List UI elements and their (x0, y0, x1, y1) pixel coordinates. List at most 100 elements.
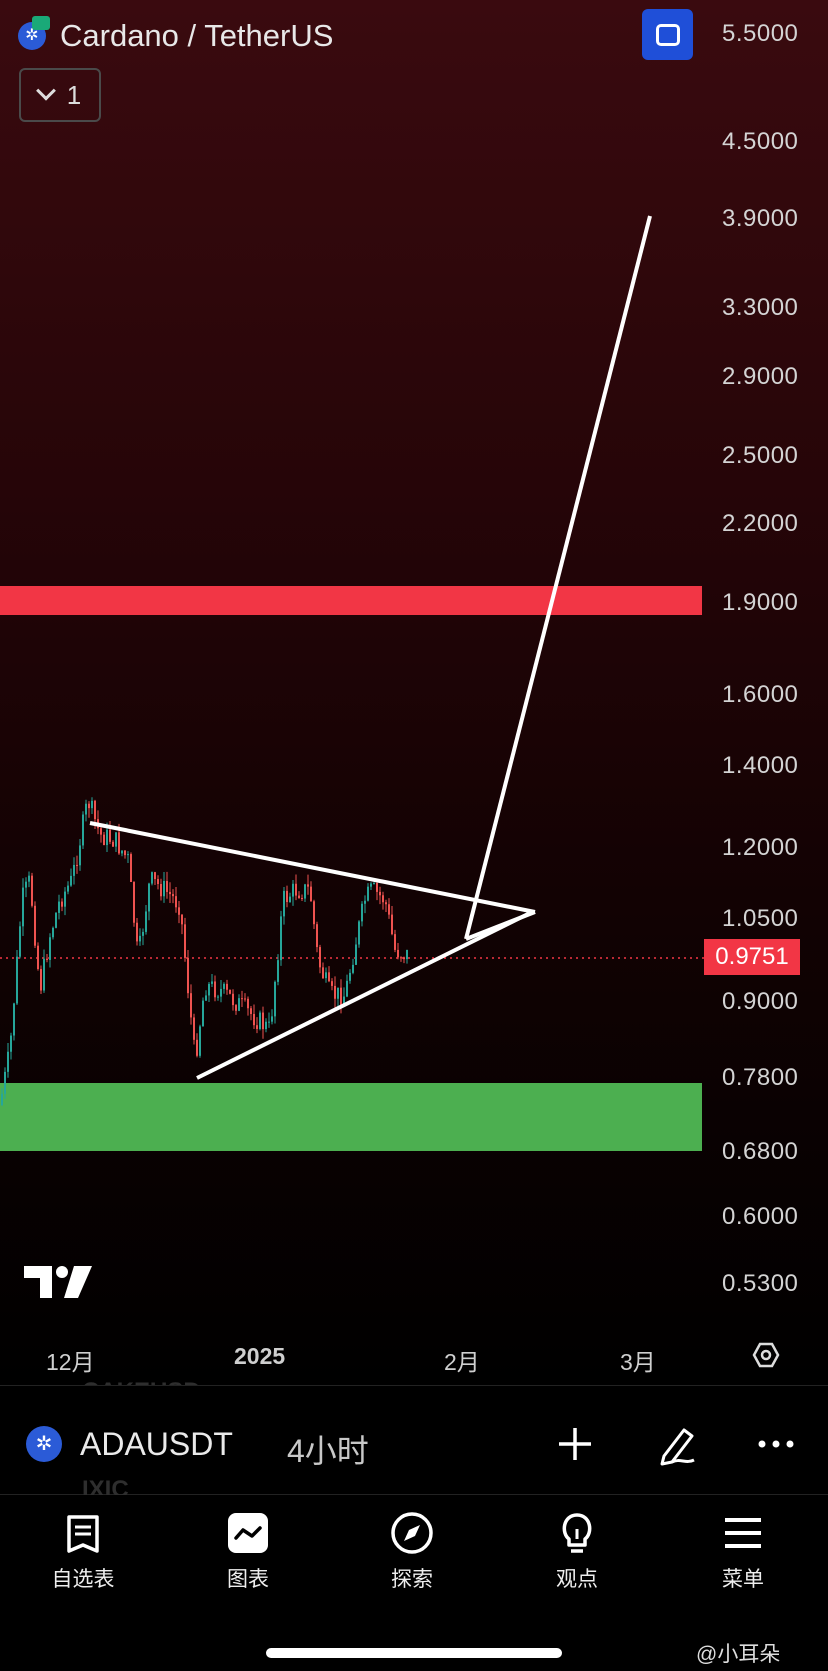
projection-line-1[interactable] (465, 910, 536, 941)
candle-body (28, 875, 30, 882)
nav-label: 图表 (227, 1568, 269, 1591)
home-indicator[interactable] (266, 1648, 562, 1658)
resistance-zone[interactable] (0, 586, 702, 615)
candle-body (199, 1026, 201, 1056)
time-label: 2025 (234, 1343, 286, 1369)
candle-body (7, 1051, 9, 1072)
candle-body (118, 832, 120, 854)
candle-body (394, 934, 396, 950)
candle-body (19, 926, 21, 957)
candle-body (94, 800, 96, 820)
candle-body (130, 854, 132, 883)
candle-body (403, 957, 405, 960)
price-label: 0.9000 (722, 988, 799, 1015)
candle-body (151, 872, 153, 884)
candle-body (43, 958, 45, 991)
chevron-down-icon (35, 80, 56, 101)
candle-body (331, 981, 333, 986)
candle-body (241, 998, 243, 1000)
candle-body (298, 895, 300, 899)
time-axis[interactable]: 12月 2025 2月 3月 (0, 1335, 828, 1385)
candle-body (247, 998, 249, 1009)
symbol-bar: ✲ ADAUSDT 4小时 (0, 1385, 828, 1495)
time-label: 2月 (444, 1349, 480, 1375)
candle-body (145, 911, 147, 932)
candle-body (157, 879, 159, 885)
candle-body (1, 1093, 3, 1105)
plus-icon[interactable] (553, 1422, 597, 1466)
candle-body (37, 945, 39, 970)
more-icon[interactable] (754, 1422, 798, 1466)
projection-line-2[interactable] (464, 215, 652, 940)
symbol-name[interactable]: ADAUSDT (80, 1426, 233, 1462)
candle-body (277, 960, 279, 982)
candle-body (244, 998, 246, 1000)
price-label: 1.9000 (722, 589, 799, 616)
candle-body (319, 947, 321, 968)
candle-body (304, 884, 306, 899)
candle-body (166, 880, 168, 892)
candle-body (346, 980, 348, 997)
candle-body (397, 949, 399, 958)
candle-body (364, 900, 366, 904)
settings-icon[interactable] (752, 1341, 780, 1369)
candle-body (100, 828, 102, 835)
candle-body (61, 901, 63, 907)
candle-body (34, 905, 36, 946)
price-label: 5.5000 (722, 20, 799, 47)
candlesticks (1, 797, 408, 1107)
candle-body (40, 969, 42, 991)
candle-body (139, 935, 141, 942)
nav-label: 菜单 (722, 1568, 764, 1591)
chart-icon (228, 1513, 268, 1553)
candle-body (10, 1035, 12, 1052)
candle-body (76, 864, 78, 866)
interval-selector[interactable]: 1 (19, 68, 101, 122)
cardano-logo-icon (18, 16, 50, 50)
candle-body (286, 890, 288, 903)
nav-label: 探索 (391, 1568, 433, 1591)
nav-watchlist[interactable]: 自选表 (28, 1511, 138, 1593)
candle-body (169, 891, 171, 895)
timeframe-selector[interactable]: 4小时 (287, 1433, 369, 1469)
support-zone[interactable] (0, 1083, 702, 1151)
price-label: 1.0500 (722, 905, 799, 932)
chart-area[interactable]: Cardano / TetherUS 1 5.5000 4.5000 3.900… (0, 0, 828, 1385)
candle-body (274, 981, 276, 1017)
pen-icon[interactable] (654, 1422, 698, 1466)
candle-body (322, 967, 324, 979)
candle-body (208, 983, 210, 996)
tradingview-logo-icon[interactable] (22, 1262, 94, 1300)
nav-ideas[interactable]: 观点 (522, 1511, 632, 1593)
candle-body (352, 964, 354, 973)
nav-chart[interactable]: 图表 (193, 1511, 303, 1593)
candle-body (325, 972, 327, 979)
nav-explore[interactable]: 探索 (357, 1511, 467, 1593)
candle-body (127, 854, 129, 856)
candle-body (172, 894, 174, 897)
lightbulb-icon (562, 1513, 592, 1553)
chart-title-row[interactable]: Cardano / TetherUS (18, 16, 333, 56)
candle-body (334, 985, 336, 999)
candle-body (295, 883, 297, 896)
candle-body (115, 832, 117, 847)
triangle-upper-line[interactable] (89, 821, 536, 914)
candle-body (280, 916, 282, 961)
candle-body (46, 958, 48, 960)
fullscreen-icon (655, 23, 680, 46)
candle-body (187, 957, 189, 994)
candle-body (121, 850, 123, 854)
chart-canvas[interactable] (0, 0, 828, 1385)
candle-body (16, 956, 18, 1004)
candle-body (133, 882, 135, 923)
fullscreen-button[interactable] (642, 9, 693, 60)
nav-menu[interactable]: 菜单 (688, 1511, 798, 1593)
price-label: 3.9000 (722, 205, 799, 232)
candle-body (223, 983, 225, 989)
candle-body (301, 898, 303, 900)
candle-body (388, 904, 390, 915)
triangle-lower-line[interactable] (196, 910, 533, 1080)
candle-body (67, 885, 69, 892)
candle-body (142, 931, 144, 936)
candle-body (85, 803, 87, 815)
